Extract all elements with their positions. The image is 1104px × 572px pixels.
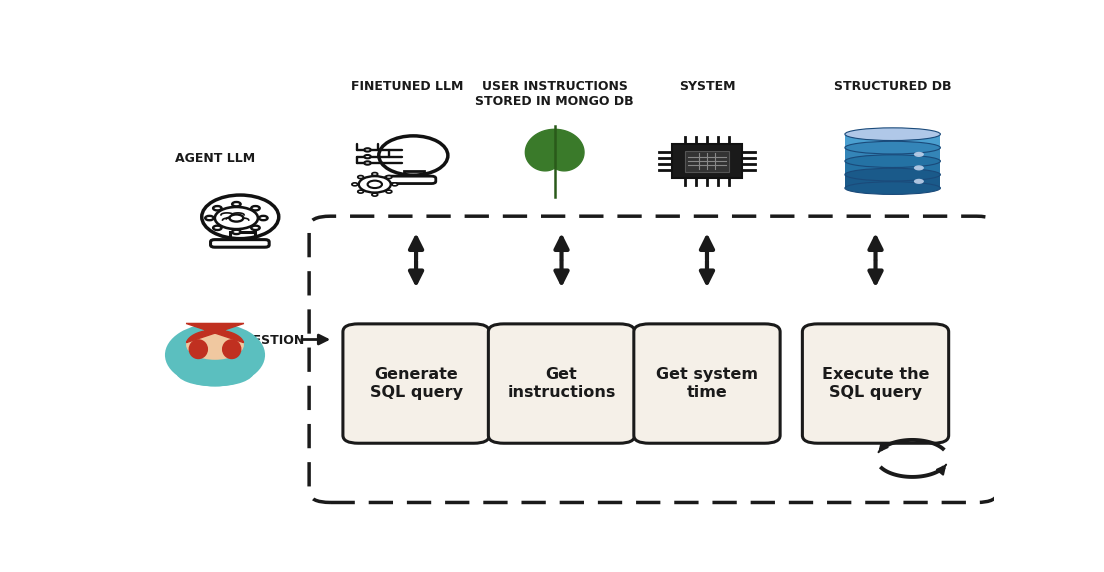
- Circle shape: [364, 148, 371, 152]
- Bar: [845, 161, 941, 174]
- FancyBboxPatch shape: [343, 324, 489, 443]
- Circle shape: [386, 190, 392, 193]
- Bar: [671, 144, 742, 178]
- Circle shape: [372, 193, 378, 196]
- Bar: [845, 134, 941, 148]
- Circle shape: [914, 179, 924, 184]
- FancyBboxPatch shape: [634, 324, 781, 443]
- Circle shape: [352, 183, 358, 186]
- Bar: [845, 148, 941, 161]
- Circle shape: [392, 183, 397, 186]
- Circle shape: [205, 216, 214, 220]
- Polygon shape: [526, 129, 584, 171]
- Circle shape: [359, 176, 391, 193]
- Circle shape: [368, 181, 382, 188]
- Circle shape: [372, 173, 378, 176]
- Text: AGENT LLM: AGENT LLM: [174, 152, 255, 165]
- Circle shape: [187, 330, 244, 360]
- Text: FINETUNED LLM: FINETUNED LLM: [351, 80, 464, 93]
- Text: STRUCTURED DB: STRUCTURED DB: [834, 80, 952, 93]
- FancyBboxPatch shape: [211, 240, 269, 247]
- Bar: [231, 232, 255, 239]
- Circle shape: [213, 206, 222, 210]
- Circle shape: [364, 155, 371, 158]
- FancyBboxPatch shape: [385, 176, 436, 184]
- Circle shape: [914, 165, 924, 170]
- FancyBboxPatch shape: [488, 324, 635, 443]
- Text: Get
instructions: Get instructions: [508, 367, 616, 400]
- Ellipse shape: [845, 128, 941, 141]
- Text: USER INSTRUCTIONS
STORED IN MONGO DB: USER INSTRUCTIONS STORED IN MONGO DB: [476, 80, 634, 108]
- Ellipse shape: [845, 182, 941, 194]
- Circle shape: [358, 176, 363, 178]
- Ellipse shape: [845, 168, 941, 181]
- Ellipse shape: [176, 358, 254, 387]
- Ellipse shape: [845, 141, 941, 154]
- Text: Execute the
SQL query: Execute the SQL query: [821, 367, 930, 400]
- Circle shape: [914, 152, 924, 157]
- Circle shape: [252, 226, 259, 230]
- Ellipse shape: [164, 323, 265, 387]
- Circle shape: [358, 190, 363, 193]
- Text: QUESTION: QUESTION: [232, 333, 305, 346]
- Text: Generate
SQL query: Generate SQL query: [370, 367, 463, 400]
- Bar: [404, 171, 424, 177]
- Text: SYSTEM: SYSTEM: [679, 80, 735, 93]
- Circle shape: [259, 216, 267, 220]
- Ellipse shape: [222, 339, 242, 359]
- Circle shape: [232, 202, 241, 206]
- FancyBboxPatch shape: [803, 324, 948, 443]
- Bar: [845, 174, 941, 188]
- Circle shape: [252, 206, 259, 210]
- Text: Get system
time: Get system time: [656, 367, 758, 400]
- Circle shape: [364, 161, 371, 165]
- Circle shape: [213, 226, 222, 230]
- Ellipse shape: [189, 339, 208, 359]
- Polygon shape: [187, 323, 244, 343]
- Bar: [684, 150, 730, 172]
- Ellipse shape: [845, 155, 941, 168]
- Circle shape: [232, 230, 241, 234]
- Circle shape: [386, 176, 392, 178]
- Circle shape: [215, 207, 258, 229]
- Circle shape: [230, 214, 243, 221]
